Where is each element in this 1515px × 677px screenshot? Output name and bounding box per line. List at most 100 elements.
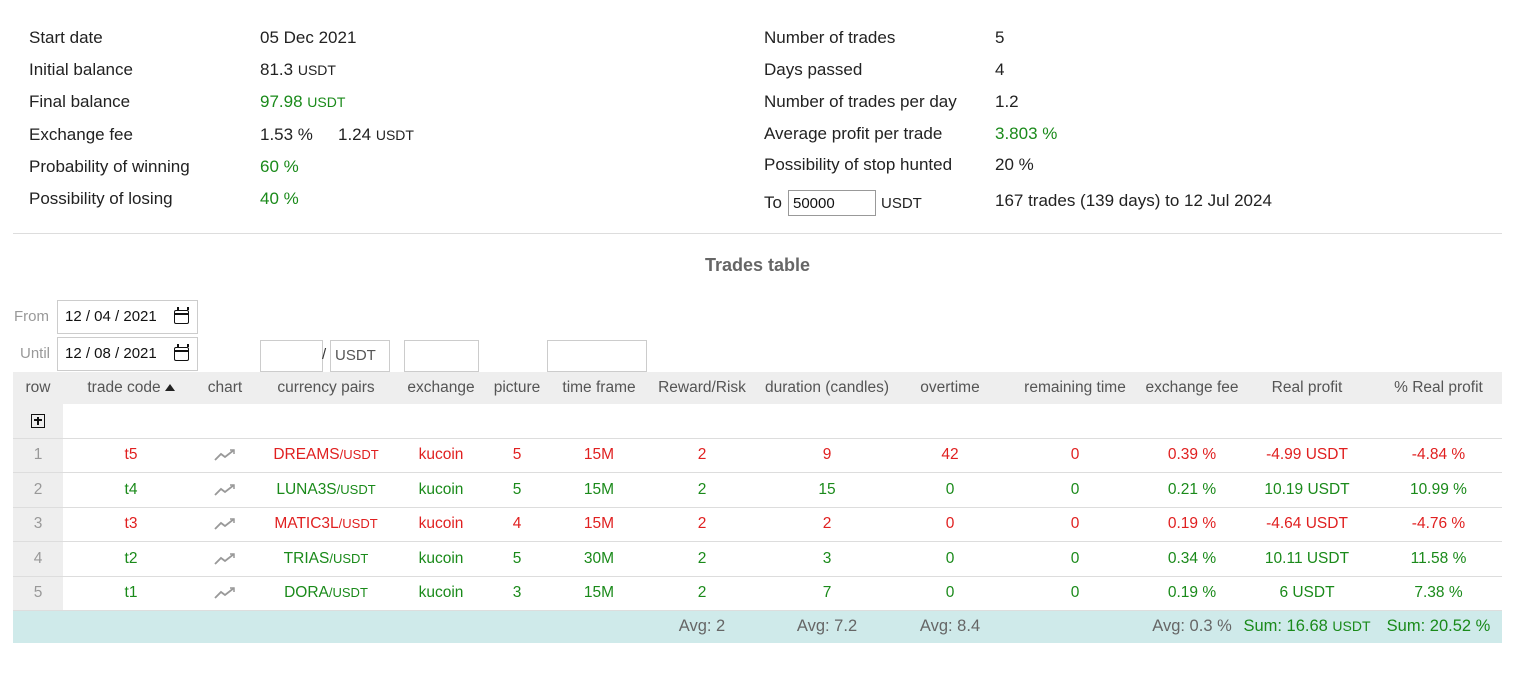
stat-label-number-of-trades: Number of trades bbox=[764, 28, 896, 47]
chart-cell[interactable] bbox=[199, 576, 251, 611]
target-unit: USDT bbox=[881, 195, 922, 212]
col-real-profit[interactable]: Real profit bbox=[1239, 372, 1375, 404]
usdt-filter-input[interactable]: USDT bbox=[330, 340, 390, 372]
col-exchange-fee[interactable]: exchange fee bbox=[1145, 372, 1239, 404]
summary-rr: Avg: 2 bbox=[645, 610, 759, 643]
stat-label-trades-per-day: Number of trades per day bbox=[764, 92, 957, 111]
stat-value-final-balance: 97.98 USDT bbox=[260, 92, 346, 111]
sort-asc-icon[interactable] bbox=[164, 384, 175, 391]
overtime-cell: 0 bbox=[895, 507, 1005, 542]
stat-value-exchange-fee: 1.53 % bbox=[260, 125, 313, 144]
table-row[interactable]: 4 t2 TRIAS/USDT kucoin 5 30M 2 3 0 0 0.34 % 10.11 U… bbox=[13, 541, 1502, 577]
rr-filter-input[interactable] bbox=[260, 340, 323, 372]
duration-cell: 7 bbox=[759, 576, 895, 611]
col-picture[interactable]: picture bbox=[481, 372, 553, 404]
col-row[interactable]: row bbox=[13, 372, 63, 404]
exchange-filter-input[interactable] bbox=[404, 340, 479, 372]
exchange-cell: kucoin bbox=[401, 541, 481, 577]
until-label: Until bbox=[20, 345, 51, 362]
duration-cell: 2 bbox=[759, 507, 895, 542]
table-row[interactable]: 3 t3 MATIC3L/USDT kucoin 4 15M 2 2 0 0 0.19 % -4.64… bbox=[13, 507, 1502, 542]
pair-quote: /USDT bbox=[339, 447, 379, 463]
stat-label-avg-profit: Average profit per trade bbox=[764, 124, 943, 143]
stat-value-start-date: 05 Dec 2021 bbox=[260, 28, 357, 47]
add-box-icon[interactable] bbox=[31, 413, 45, 428]
currency-pair-cell: MATIC3L/USDT bbox=[251, 507, 401, 542]
pct-real-profit-cell: 7.38 % bbox=[1375, 576, 1502, 611]
col-chart[interactable]: chart bbox=[199, 372, 251, 404]
line-chart-icon[interactable] bbox=[214, 448, 236, 462]
col-reward-risk[interactable]: Reward/Risk bbox=[645, 372, 759, 404]
line-chart-icon[interactable] bbox=[214, 586, 236, 600]
stat-label-initial-balance: Initial balance bbox=[29, 60, 133, 79]
col-overtime[interactable]: overtime bbox=[895, 372, 1005, 404]
add-cell[interactable] bbox=[13, 404, 63, 439]
real-profit-cell: 6 USDT bbox=[1239, 576, 1375, 611]
calendar-icon[interactable] bbox=[174, 344, 189, 361]
chart-cell[interactable] bbox=[199, 541, 251, 577]
exchange-fee-cell: 0.19 % bbox=[1145, 507, 1239, 542]
summary-remaining bbox=[1005, 610, 1145, 643]
trades-table-title: Trades table bbox=[704, 255, 811, 275]
pct-real-profit-cell: 10.99 % bbox=[1375, 472, 1502, 508]
trade-code-cell[interactable]: t5 bbox=[63, 438, 199, 473]
trade-code-cell[interactable]: t1 bbox=[63, 576, 199, 611]
target-balance-input[interactable] bbox=[788, 190, 876, 216]
table-row[interactable]: 1 t5 DREAMS/USDT kucoin 5 15M 2 9 42 0 0.39 % -4.99… bbox=[13, 438, 1502, 473]
timeframe-cell: 15M bbox=[553, 576, 645, 611]
line-chart-icon[interactable] bbox=[214, 517, 236, 531]
trades-table: row trade code chart currency pairs exch… bbox=[13, 372, 1502, 643]
reward-risk-cell: 2 bbox=[645, 576, 759, 611]
table-row[interactable]: 2 t4 LUNA3S/USDT kucoin 5 15M 2 15 0 0 0.21 % 10.19… bbox=[13, 472, 1502, 508]
picture-cell: 4 bbox=[481, 507, 553, 542]
currency-pair-cell: TRIAS/USDT bbox=[251, 541, 401, 577]
duration-cell: 3 bbox=[759, 541, 895, 577]
row-number-cell: 1 bbox=[13, 438, 63, 473]
stat-value-number-of-trades: 5 bbox=[995, 28, 1005, 47]
pct-real-profit-cell: -4.84 % bbox=[1375, 438, 1502, 473]
pct-real-profit-cell: 11.58 % bbox=[1375, 541, 1502, 577]
until-date-input[interactable]: 12 / 08 / 2021 bbox=[57, 337, 198, 371]
exchange-cell: kucoin bbox=[401, 438, 481, 473]
picture-cell: 5 bbox=[481, 541, 553, 577]
exchange-fee-cell: 0.19 % bbox=[1145, 576, 1239, 611]
timeframe-cell: 15M bbox=[553, 472, 645, 508]
trade-code-cell[interactable]: t4 bbox=[63, 472, 199, 508]
summary-row: Avg: 2 Avg: 7.2 Avg: 8.4 Avg: 0.3 % Sum:… bbox=[13, 610, 1502, 643]
chart-cell[interactable] bbox=[199, 507, 251, 542]
stat-label-days-passed: Days passed bbox=[764, 60, 863, 79]
timeframe-filter-input[interactable] bbox=[547, 340, 647, 372]
stat-label-stop-hunted: Possibility of stop hunted bbox=[764, 155, 953, 174]
pair-quote: /USDT bbox=[336, 481, 376, 497]
stat-label-winning: Probability of winning bbox=[29, 157, 190, 176]
pair-base: MATIC3L bbox=[274, 515, 339, 533]
until-date-value: 12 / 08 / 2021 bbox=[65, 345, 157, 362]
line-chart-icon[interactable] bbox=[214, 552, 236, 566]
col-currency-pairs[interactable]: currency pairs bbox=[251, 372, 401, 404]
table-row[interactable]: 5 t1 DORA/USDT kucoin 3 15M 2 7 0 0 0.19 % 6 USDT 7.… bbox=[13, 576, 1502, 611]
exchange-cell: kucoin bbox=[401, 576, 481, 611]
col-trade-code[interactable]: trade code bbox=[63, 372, 199, 404]
picture-cell: 5 bbox=[481, 472, 553, 508]
row-number-cell: 5 bbox=[13, 576, 63, 611]
col-exchange[interactable]: exchange bbox=[401, 372, 481, 404]
summary-profit: Sum: 16.68 USDT bbox=[1239, 610, 1375, 643]
timeframe-cell: 15M bbox=[553, 507, 645, 542]
trade-code-cell[interactable]: t2 bbox=[63, 541, 199, 577]
chart-cell[interactable] bbox=[199, 472, 251, 508]
col-remaining-time[interactable]: remaining time bbox=[1005, 372, 1145, 404]
from-date-input[interactable]: 12 / 04 / 2021 bbox=[57, 300, 198, 334]
col-pct-real-profit[interactable]: % Real profit bbox=[1375, 372, 1502, 404]
reward-risk-cell: 2 bbox=[645, 507, 759, 542]
col-duration[interactable]: duration (candles) bbox=[759, 372, 895, 404]
stat-value-losing: 40 % bbox=[260, 189, 299, 208]
calendar-icon[interactable] bbox=[174, 307, 189, 324]
overtime-cell: 0 bbox=[895, 472, 1005, 508]
duration-cell: 9 bbox=[759, 438, 895, 473]
chart-cell[interactable] bbox=[199, 438, 251, 473]
currency-pair-cell: DREAMS/USDT bbox=[251, 438, 401, 473]
col-time-frame[interactable]: time frame bbox=[553, 372, 645, 404]
trade-code-cell[interactable]: t3 bbox=[63, 507, 199, 542]
target-to-label: To bbox=[764, 193, 782, 212]
line-chart-icon[interactable] bbox=[214, 483, 236, 497]
